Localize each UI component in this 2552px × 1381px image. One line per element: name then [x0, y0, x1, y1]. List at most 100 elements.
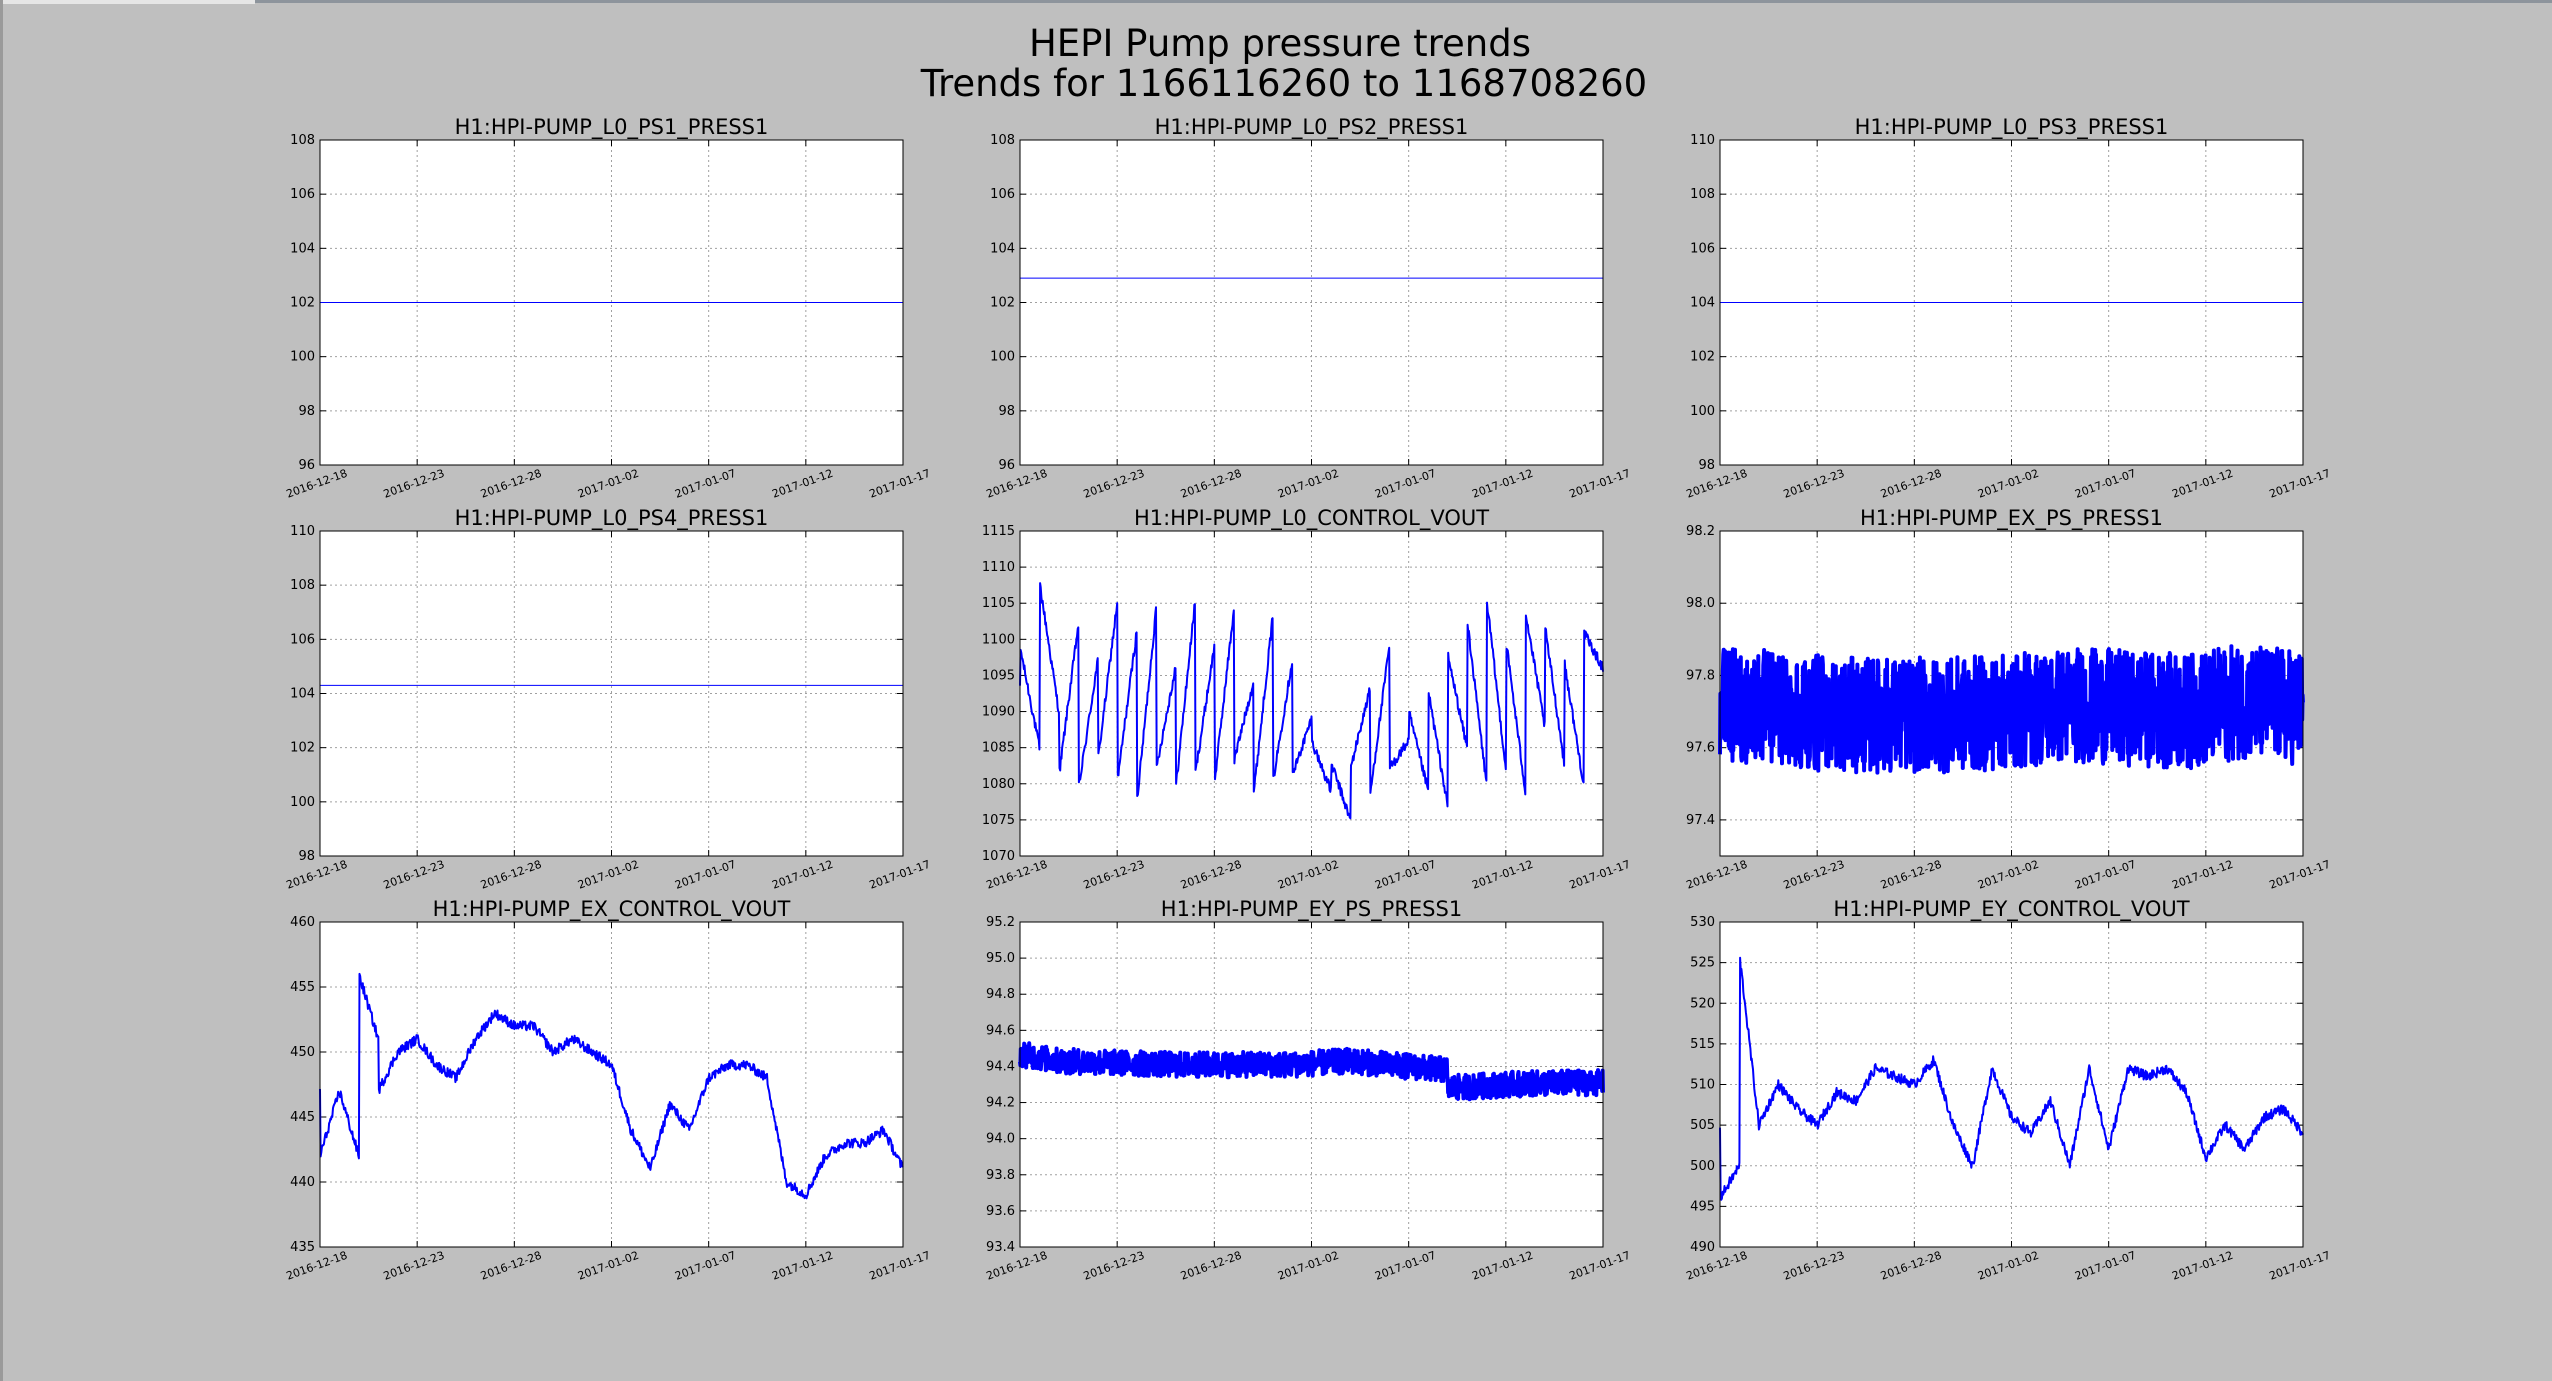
x-tick-label: 2016-12-28 [1879, 858, 1944, 892]
x-tick-label: 2017-01-12 [1470, 858, 1535, 892]
figure-subtitle: Trends for 1166116260 to 1168708260 [920, 62, 1647, 105]
plot-frame [319, 530, 904, 857]
series-line [319, 972, 904, 1200]
x-tick-label: 2016-12-28 [479, 1249, 544, 1283]
x-tick-label: 2016-12-18 [1685, 858, 1750, 892]
y-tick-label: 450 [290, 1045, 315, 1060]
y-tick-label: 104 [990, 241, 1015, 256]
x-tick-label: 2017-01-12 [770, 1249, 835, 1283]
chart-panel: H1:HPI-PUMP_L0_PS4_PRESS1 98 100 102 104 106 1… [285, 506, 933, 892]
window-top-border [0, 0, 2552, 3]
y-tick-label: 93.4 [986, 1240, 1015, 1255]
x-tick-label: 2016-12-28 [479, 467, 544, 501]
x-tick-label: 2016-12-23 [1782, 1249, 1847, 1283]
x-tick-label: 2016-12-23 [1082, 467, 1147, 501]
y-tick-label: 104 [290, 687, 315, 702]
chart-panel: H1:HPI-PUMP_EX_PS_PRESS1 97.4 97.6 97.8 98.0… [1685, 506, 2333, 892]
panel-title: H1:HPI-PUMP_EY_PS_PRESS1 [1161, 897, 1462, 922]
x-tick-label: 2017-01-12 [2170, 467, 2235, 501]
y-tick-label: 505 [1690, 1118, 1715, 1133]
y-tick-label: 1075 [982, 813, 1015, 828]
x-tick-label: 2017-01-17 [1568, 858, 1633, 892]
y-tick-label: 100 [1690, 404, 1715, 419]
x-tick-label: 2017-01-17 [2268, 858, 2333, 892]
y-tick-label: 500 [1690, 1159, 1715, 1174]
y-tick-label: 440 [290, 1175, 315, 1190]
x-tick-label: 2016-12-28 [1179, 1249, 1244, 1283]
x-tick-label: 2017-01-02 [1976, 1249, 2041, 1283]
x-tick-label: 2016-12-28 [479, 858, 544, 892]
plot-frame [319, 139, 904, 466]
series-line [1019, 582, 1604, 820]
y-tick-label: 98 [998, 404, 1015, 419]
y-tick-label: 106 [290, 632, 315, 647]
y-tick-label: 104 [1690, 296, 1715, 311]
plot-frame [1719, 921, 2304, 1248]
y-tick-label: 460 [290, 915, 315, 930]
panel-title: H1:HPI-PUMP_L0_PS2_PRESS1 [1155, 115, 1469, 140]
y-tick-label: 94.0 [986, 1132, 1015, 1147]
y-tick-label: 102 [1690, 350, 1715, 365]
y-tick-label: 102 [290, 296, 315, 311]
y-tick-label: 94.2 [986, 1096, 1015, 1111]
chart-panel: H1:HPI-PUMP_EX_CONTROL_VOUT 435 440 445 450 4… [285, 897, 933, 1283]
x-tick-label: 2017-01-02 [1276, 467, 1341, 501]
y-tick-label: 435 [290, 1240, 315, 1255]
y-tick-label: 495 [1690, 1199, 1715, 1214]
chart-panel: H1:HPI-PUMP_EY_PS_PRESS1 93.4 93.6 93.8 94.0… [985, 897, 1633, 1283]
plot-frame [1019, 139, 1604, 466]
y-tick-label: 525 [1690, 956, 1715, 971]
y-tick-label: 445 [290, 1110, 315, 1125]
x-tick-label: 2017-01-17 [868, 1249, 933, 1283]
y-tick-label: 106 [290, 187, 315, 202]
y-tick-label: 98.0 [1686, 596, 1715, 611]
y-tick-label: 97.8 [1686, 668, 1715, 683]
y-tick-label: 95.2 [986, 915, 1015, 930]
y-tick-label: 98 [298, 849, 315, 864]
x-tick-label: 2017-01-17 [868, 858, 933, 892]
x-tick-label: 2016-12-23 [1782, 858, 1847, 892]
y-tick-label: 1080 [982, 777, 1015, 792]
y-tick-label: 94.4 [986, 1059, 1015, 1074]
y-tick-label: 106 [1690, 241, 1715, 256]
plot-frame [1719, 139, 2304, 466]
y-tick-label: 515 [1690, 1037, 1715, 1052]
y-tick-label: 100 [990, 350, 1015, 365]
y-tick-label: 98.2 [1686, 524, 1715, 539]
y-tick-label: 102 [290, 741, 315, 756]
x-tick-label: 2016-12-18 [285, 858, 350, 892]
x-tick-label: 2017-01-12 [770, 467, 835, 501]
y-tick-label: 100 [290, 795, 315, 810]
y-tick-label: 108 [290, 578, 315, 593]
x-tick-label: 2017-01-12 [2170, 1249, 2235, 1283]
x-tick-label: 2017-01-12 [2170, 858, 2235, 892]
chart-panel: H1:HPI-PUMP_L0_PS2_PRESS1 96 98 100 102 104 10… [985, 115, 1633, 501]
x-tick-label: 2016-12-23 [382, 858, 447, 892]
y-tick-label: 1115 [982, 524, 1015, 539]
x-tick-label: 2017-01-02 [576, 858, 641, 892]
x-tick-label: 2017-01-02 [576, 1249, 641, 1283]
y-tick-label: 106 [990, 187, 1015, 202]
y-tick-label: 97.6 [1686, 741, 1715, 756]
y-tick-label: 530 [1690, 915, 1715, 930]
panel-title: H1:HPI-PUMP_L0_PS4_PRESS1 [455, 506, 769, 531]
x-tick-label: 2016-12-23 [1082, 858, 1147, 892]
x-tick-label: 2017-01-17 [1568, 1249, 1633, 1283]
y-tick-label: 93.8 [986, 1168, 1015, 1183]
x-tick-label: 2016-12-23 [1082, 1249, 1147, 1283]
panel-title: H1:HPI-PUMP_EX_CONTROL_VOUT [433, 897, 791, 922]
y-tick-label: 96 [298, 458, 315, 473]
plot-frame [319, 921, 904, 1248]
y-tick-label: 108 [290, 133, 315, 148]
series-line [1718, 644, 2305, 775]
y-tick-label: 1100 [982, 632, 1015, 647]
y-tick-label: 102 [990, 296, 1015, 311]
x-tick-label: 2016-12-28 [1179, 467, 1244, 501]
y-tick-label: 97.4 [1686, 813, 1715, 828]
x-tick-label: 2016-12-23 [382, 467, 447, 501]
y-tick-label: 1105 [982, 596, 1015, 611]
x-tick-label: 2017-01-12 [1470, 467, 1535, 501]
y-tick-label: 1110 [982, 560, 1015, 575]
series-line [1719, 956, 2304, 1201]
